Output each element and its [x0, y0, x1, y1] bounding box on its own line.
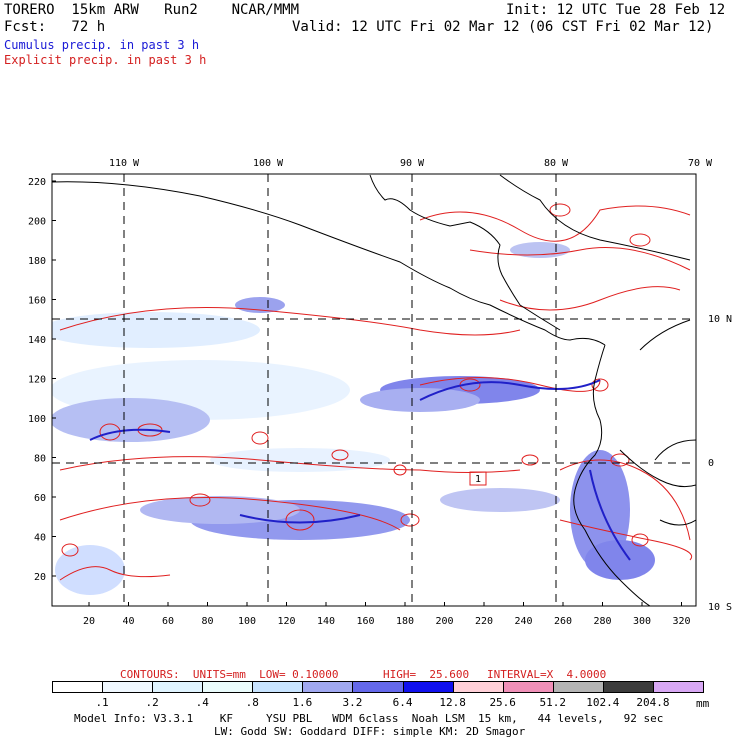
x-tick-label: 20: [83, 616, 95, 627]
legend-label: 204.8: [636, 696, 670, 709]
y-tick-label: 200: [28, 217, 46, 228]
legend-label: 1.6: [292, 696, 313, 709]
x-tick-label: 100: [238, 616, 256, 627]
init-time: Init: 12 UTC Tue 28 Feb 12: [506, 2, 726, 18]
legend-swatch: [652, 681, 704, 693]
legend-label: 3.2: [342, 696, 363, 709]
lon-label: 110 W: [109, 158, 140, 169]
y-grid-ticks: 220 200 180 160 140 120 100 80 60 40 20: [28, 177, 56, 583]
legend-label: .1: [95, 696, 109, 709]
x-tick-label: 280: [593, 616, 611, 627]
legend-swatch: [552, 681, 604, 693]
precip-map: 1 110 W 100 W 90 W 80 W 70 W 10 N 0 10 S…: [28, 158, 732, 627]
lon-label: 100 W: [253, 158, 284, 169]
legend-swatch: [102, 681, 154, 693]
contour-high: HIGH= 25.600: [383, 668, 470, 681]
lat-label: 10 S: [708, 602, 732, 613]
x-tick-label: 40: [122, 616, 134, 627]
valid-time: Valid: 12 UTC Fri 02 Mar 12 (06 CST Fri …: [292, 19, 714, 35]
legend-label: 12.8: [439, 696, 466, 709]
legend-label: 102.4: [586, 696, 620, 709]
x-tick-label: 200: [435, 616, 453, 627]
legend-swatch: [402, 681, 454, 693]
x-tick-label: 220: [475, 616, 493, 627]
legend-swatch: [252, 681, 304, 693]
lon-label: 80 W: [544, 158, 569, 169]
cumulus-label: Cumulus precip. in past 3 h: [4, 38, 200, 52]
lon-label: 70 W: [688, 158, 713, 169]
y-tick-label: 160: [28, 296, 46, 307]
run-title: TORERO 15km ARW Run2 NCAR/MMM: [4, 2, 300, 18]
legend-swatch: [452, 681, 504, 693]
legend-label: .2: [145, 696, 159, 709]
y-tick-label: 60: [34, 493, 46, 504]
lat-label: 0: [708, 458, 714, 469]
y-tick-label: 20: [34, 572, 46, 583]
x-tick-label: 80: [201, 616, 213, 627]
x-tick-label: 260: [554, 616, 572, 627]
y-tick-label: 100: [28, 414, 46, 425]
contour-interval: INTERVAL=X 4.0000: [487, 668, 607, 681]
legend-swatch: [352, 681, 404, 693]
model-physics: LW: Godd SW: Goddard DIFF: simple KM: 2D…: [214, 725, 526, 738]
x-tick-label: 140: [317, 616, 335, 627]
legend-label: 6.4: [392, 696, 413, 709]
graticule: [52, 174, 696, 606]
y-tick-label: 80: [34, 454, 46, 465]
x-tick-label: 180: [396, 616, 414, 627]
y-tick-label: 120: [28, 375, 46, 386]
x-tick-label: 120: [277, 616, 295, 627]
y-tick-label: 220: [28, 177, 46, 188]
y-tick-label: 180: [28, 256, 46, 267]
x-tick-label: 320: [672, 616, 690, 627]
lon-labels: 110 W 100 W 90 W 80 W 70 W: [109, 158, 713, 169]
legend-swatch: [202, 681, 254, 693]
legend-swatch: [602, 681, 654, 693]
legend-label: .4: [195, 696, 209, 709]
legend-label: .8: [245, 696, 259, 709]
legend-label: 25.6: [489, 696, 516, 709]
y-tick-label: 40: [34, 533, 46, 544]
x-tick-label: 60: [162, 616, 174, 627]
forecast-hour: Fcst: 72 h: [4, 19, 106, 35]
x-tick-label: 240: [514, 616, 532, 627]
annotation-box-label: 1: [475, 474, 481, 485]
lon-label: 90 W: [400, 158, 425, 169]
lat-labels: 10 N 0 10 S: [708, 314, 732, 613]
legend-swatch: [502, 681, 554, 693]
heavy-precip-bands: [89, 379, 631, 561]
annotation-box: [469, 471, 487, 486]
legend-swatch: [52, 681, 104, 693]
contour-units: CONTOURS: UNITS=mm LOW= 0.10000: [120, 668, 339, 681]
explicit-label: Explicit precip. in past 3 h: [4, 53, 207, 67]
legend-label: 51.2: [539, 696, 567, 709]
legend-unit: mm: [696, 697, 710, 710]
legend-swatch: [302, 681, 354, 693]
coastlines: [52, 174, 696, 606]
legend-swatch: [152, 681, 204, 693]
x-tick-label: 300: [633, 616, 651, 627]
x-tick-label: 160: [356, 616, 374, 627]
x-grid-ticks: 20 40 60 80 100 120 140 160 180 200 220 240 260 280 30…: [83, 602, 691, 627]
lat-label: 10 N: [708, 314, 732, 325]
y-tick-label: 140: [28, 335, 46, 346]
model-info: Model Info: V3.3.1 KF YSU PBL WDM 6class…: [74, 712, 664, 725]
